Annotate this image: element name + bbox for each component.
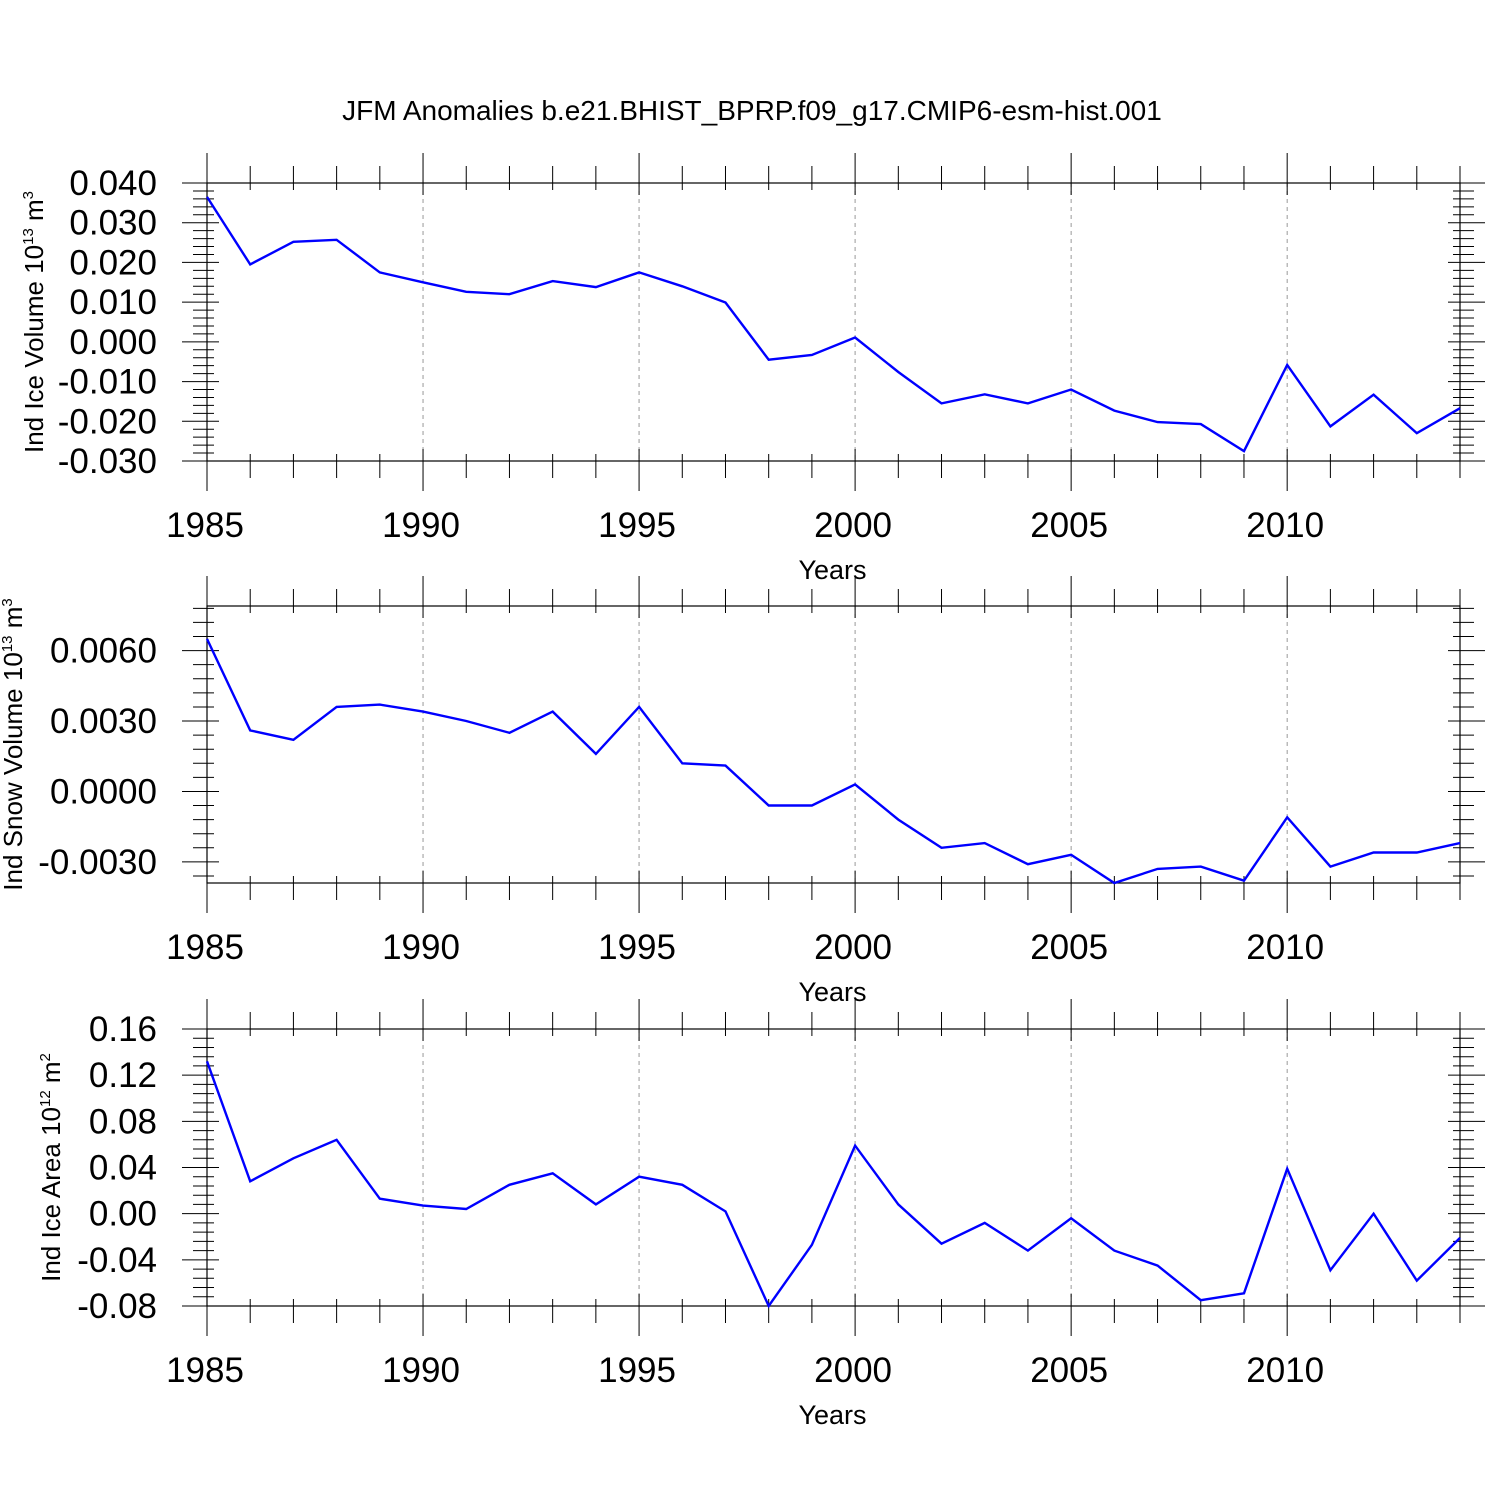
- x-tick-label: 2005: [1030, 506, 1108, 545]
- chart-panel-3: 1985 1990 1995 2000 2005 2010 -0.08 -0.04 0.00 0.…: [36, 999, 1485, 1430]
- figure-title: JFM Anomalies b.e21.BHIST_BPRP.f09_g17.C…: [342, 95, 1162, 126]
- y-tick-label: 0.010: [69, 283, 157, 322]
- y-axis-label: Ind Ice Volume 1013 m3: [19, 191, 49, 453]
- x-tick-label: 2010: [1246, 928, 1324, 967]
- y-tick-label: 0.12: [89, 1056, 157, 1095]
- y-tick-label: -0.0030: [38, 843, 157, 882]
- y-tick-label: 0.020: [69, 243, 157, 282]
- x-tick-label: 1990: [382, 928, 460, 967]
- y-tick-label: 0.0060: [50, 632, 157, 671]
- y-tick-label: 0.00: [89, 1195, 157, 1234]
- y-tick-label: 0.040: [69, 164, 157, 203]
- y-tick-label: -0.030: [58, 442, 157, 481]
- y-axis-label-superscript: 13: [0, 636, 16, 653]
- x-tick-label: 2010: [1246, 1351, 1324, 1390]
- x-axis-label: Years: [798, 555, 866, 585]
- y-axis-label-superscript: 2: [37, 1053, 54, 1061]
- series-line: [205, 1060, 1461, 1309]
- y-tick-label: 0.04: [89, 1149, 157, 1188]
- x-tick-label: 2000: [814, 1351, 892, 1390]
- x-tick-label: 1995: [598, 1351, 676, 1390]
- x-axis-label: Years: [798, 977, 866, 1007]
- y-axis-label: Ind Snow Volume 1013 m3: [0, 598, 28, 890]
- y-axis-label-superscript: 3: [20, 191, 37, 199]
- x-tick-label: 2000: [814, 928, 892, 967]
- series-line: [205, 638, 1461, 885]
- y-axis-label-text: Ind Ice Area 10: [36, 1107, 66, 1282]
- y-axis-label-text: m: [36, 1061, 66, 1090]
- x-tick-label: 2005: [1030, 1351, 1108, 1390]
- y-axis-label-superscript: 12: [37, 1090, 54, 1107]
- y-axis-label-superscript: 3: [0, 598, 16, 606]
- plot-frame: [206, 605, 1461, 884]
- y-tick-label: -0.04: [77, 1241, 157, 1280]
- y-tick-label: 0.000: [69, 323, 157, 362]
- x-tick-label: 1985: [166, 1351, 244, 1390]
- y-axis-label-text: m: [19, 199, 49, 228]
- x-tick-label: 1990: [382, 1351, 460, 1390]
- y-axis-label-text: Ind Snow Volume 10: [0, 652, 28, 891]
- x-tick-label: 2005: [1030, 928, 1108, 967]
- y-tick-label: -0.020: [58, 402, 157, 441]
- x-axis-label: Years: [798, 1400, 866, 1430]
- chart-panels: 1985 1990 1995 2000 2005 2010-0.030-0.020-0.0…: [0, 153, 1485, 1430]
- y-tick-label: 0.0030: [50, 702, 157, 741]
- y-axis-label-text: m: [0, 607, 28, 636]
- y-axis-label-text: Ind Ice Volume 10: [19, 245, 49, 453]
- chart-panel-2: 1985 1990 1995 2000 2005 2010 -0.0030 0.0000 0.0…: [0, 576, 1485, 1007]
- y-tick-label: 0.030: [69, 204, 157, 243]
- x-tick-label: 1990: [382, 506, 460, 545]
- x-tick-label: 2010: [1246, 506, 1324, 545]
- x-tick-label: 1995: [598, 928, 676, 967]
- plot-frame: [206, 182, 1461, 462]
- y-tick-label: -0.010: [58, 363, 157, 402]
- y-axis-label-superscript: 13: [20, 228, 37, 245]
- x-tick-label: 1985: [166, 506, 244, 545]
- y-tick-label: -0.08: [77, 1287, 157, 1326]
- series-line: [205, 196, 1461, 453]
- y-tick-label: 0.0000: [50, 772, 157, 811]
- y-tick-label: 0.08: [89, 1102, 157, 1141]
- chart-panel-1: 1985 1990 1995 2000 2005 2010 -0.030-0.020-0.0…: [19, 153, 1485, 585]
- y-axis-label: Ind Ice Area 1012 m2: [36, 1053, 66, 1282]
- x-tick-label: 1995: [598, 506, 676, 545]
- x-tick-label: 2000: [814, 506, 892, 545]
- y-tick-label: 0.16: [89, 1010, 157, 1049]
- x-tick-label: 1985: [166, 928, 244, 967]
